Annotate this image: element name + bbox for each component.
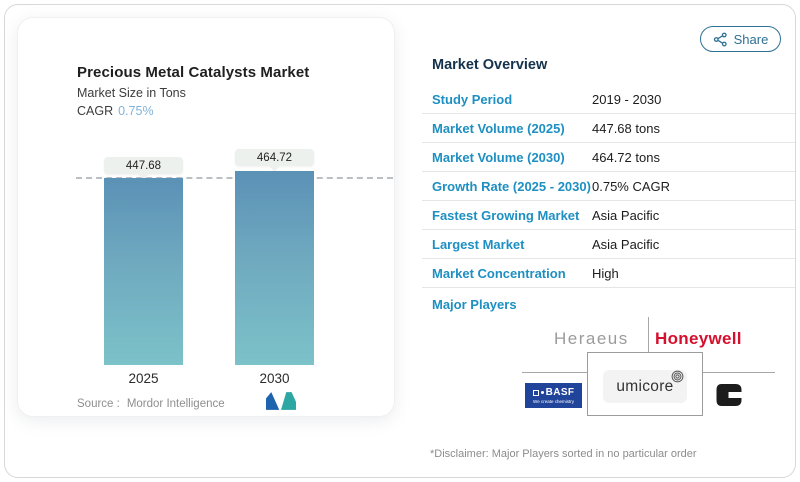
umicore-logo: umicore (603, 370, 687, 403)
bar-2025[interactable] (104, 178, 183, 365)
bar-value-label-2030: 464.72 (235, 149, 314, 166)
source-attribution: Source : Mordor Intelligence (77, 398, 225, 410)
share-button-label: Share (733, 31, 769, 47)
row-value: 2019 - 2030 (592, 91, 662, 107)
cagr-value: 0.75% (118, 104, 154, 118)
table-row-study-period: Study Period 2019 - 2030 (422, 85, 795, 114)
chart-title: Precious Metal Catalysts Market (77, 64, 310, 81)
x-axis-label-2030: 2030 (259, 371, 290, 386)
table-row-market-volume-2025: Market Volume (2025) 447.68 tons (422, 114, 795, 143)
share-nodes-icon (713, 32, 727, 46)
basf-wordmark: BASF (532, 387, 575, 398)
row-label: Growth Rate (2025 - 2030) (432, 178, 591, 194)
row-value: 464.72 tons (592, 149, 660, 165)
row-label: Fastest Growing Market (432, 207, 580, 223)
umicore-wordmark: umicore (616, 370, 684, 396)
market-overview-table: Study Period 2019 - 2030 Market Volume (… (422, 85, 795, 321)
x-axis-label-2025: 2025 (128, 371, 159, 386)
disclaimer-text: *Disclaimer: Major Players sorted in no … (430, 448, 697, 460)
mordor-intelligence-logo-icon (266, 392, 296, 410)
row-label: Market Volume (2025) (432, 120, 565, 136)
row-value: High (592, 265, 619, 281)
basf-dot-icon (540, 391, 544, 394)
row-label: Study Period (432, 91, 513, 107)
table-row-major-players: Major Players (422, 288, 795, 321)
report-card: Precious Metal Catalysts Market Market S… (4, 4, 796, 478)
row-label: Largest Market (432, 236, 525, 252)
reference-dashed-line (76, 177, 393, 179)
basf-square-icon (532, 389, 539, 396)
umicore-logo-card: umicore (587, 352, 703, 416)
heraeus-logo: Heraeus (554, 329, 629, 348)
source-value: Mordor Intelligence (126, 398, 225, 410)
row-value: 447.68 tons (592, 120, 660, 136)
table-row-fastest-growing-market: Fastest Growing Market Asia Pacific (422, 201, 795, 230)
table-row-market-volume-2030: Market Volume (2030) 464.72 tons (422, 143, 795, 172)
row-value: Asia Pacific (592, 236, 660, 252)
chart-cagr: CAGR 0.75% (77, 104, 154, 118)
share-button[interactable]: Share (700, 26, 781, 52)
cummins-c-logo-icon (716, 384, 742, 406)
page-title: Market Overview (432, 57, 548, 73)
basf-tagline: We create chemistry (533, 399, 574, 404)
row-value: 0.75% CAGR (592, 178, 671, 194)
row-label: Market Volume (2030) (432, 149, 565, 165)
row-label: Market Concentration (432, 265, 566, 281)
market-size-chart-card: Precious Metal Catalysts Market Market S… (17, 17, 395, 417)
cagr-label: CAGR (77, 104, 114, 118)
honeywell-logo: Honeywell (655, 329, 742, 348)
source-label: Source : (77, 398, 120, 410)
players-connector-vertical-line (648, 317, 649, 353)
bar-2030[interactable] (235, 171, 314, 365)
table-row-growth-rate: Growth Rate (2025 - 2030) 0.75% CAGR (422, 172, 795, 201)
table-row-market-concentration: Market Concentration High (422, 259, 795, 288)
bar-value-label-2025: 447.68 (104, 157, 183, 174)
umicore-spiral-icon (671, 370, 684, 382)
row-label: Major Players (432, 297, 517, 312)
chart-subtitle: Market Size in Tons (77, 86, 186, 100)
row-value: Asia Pacific (592, 207, 660, 223)
table-row-largest-market: Largest Market Asia Pacific (422, 230, 795, 259)
basf-logo: BASF We create chemistry (525, 383, 582, 408)
